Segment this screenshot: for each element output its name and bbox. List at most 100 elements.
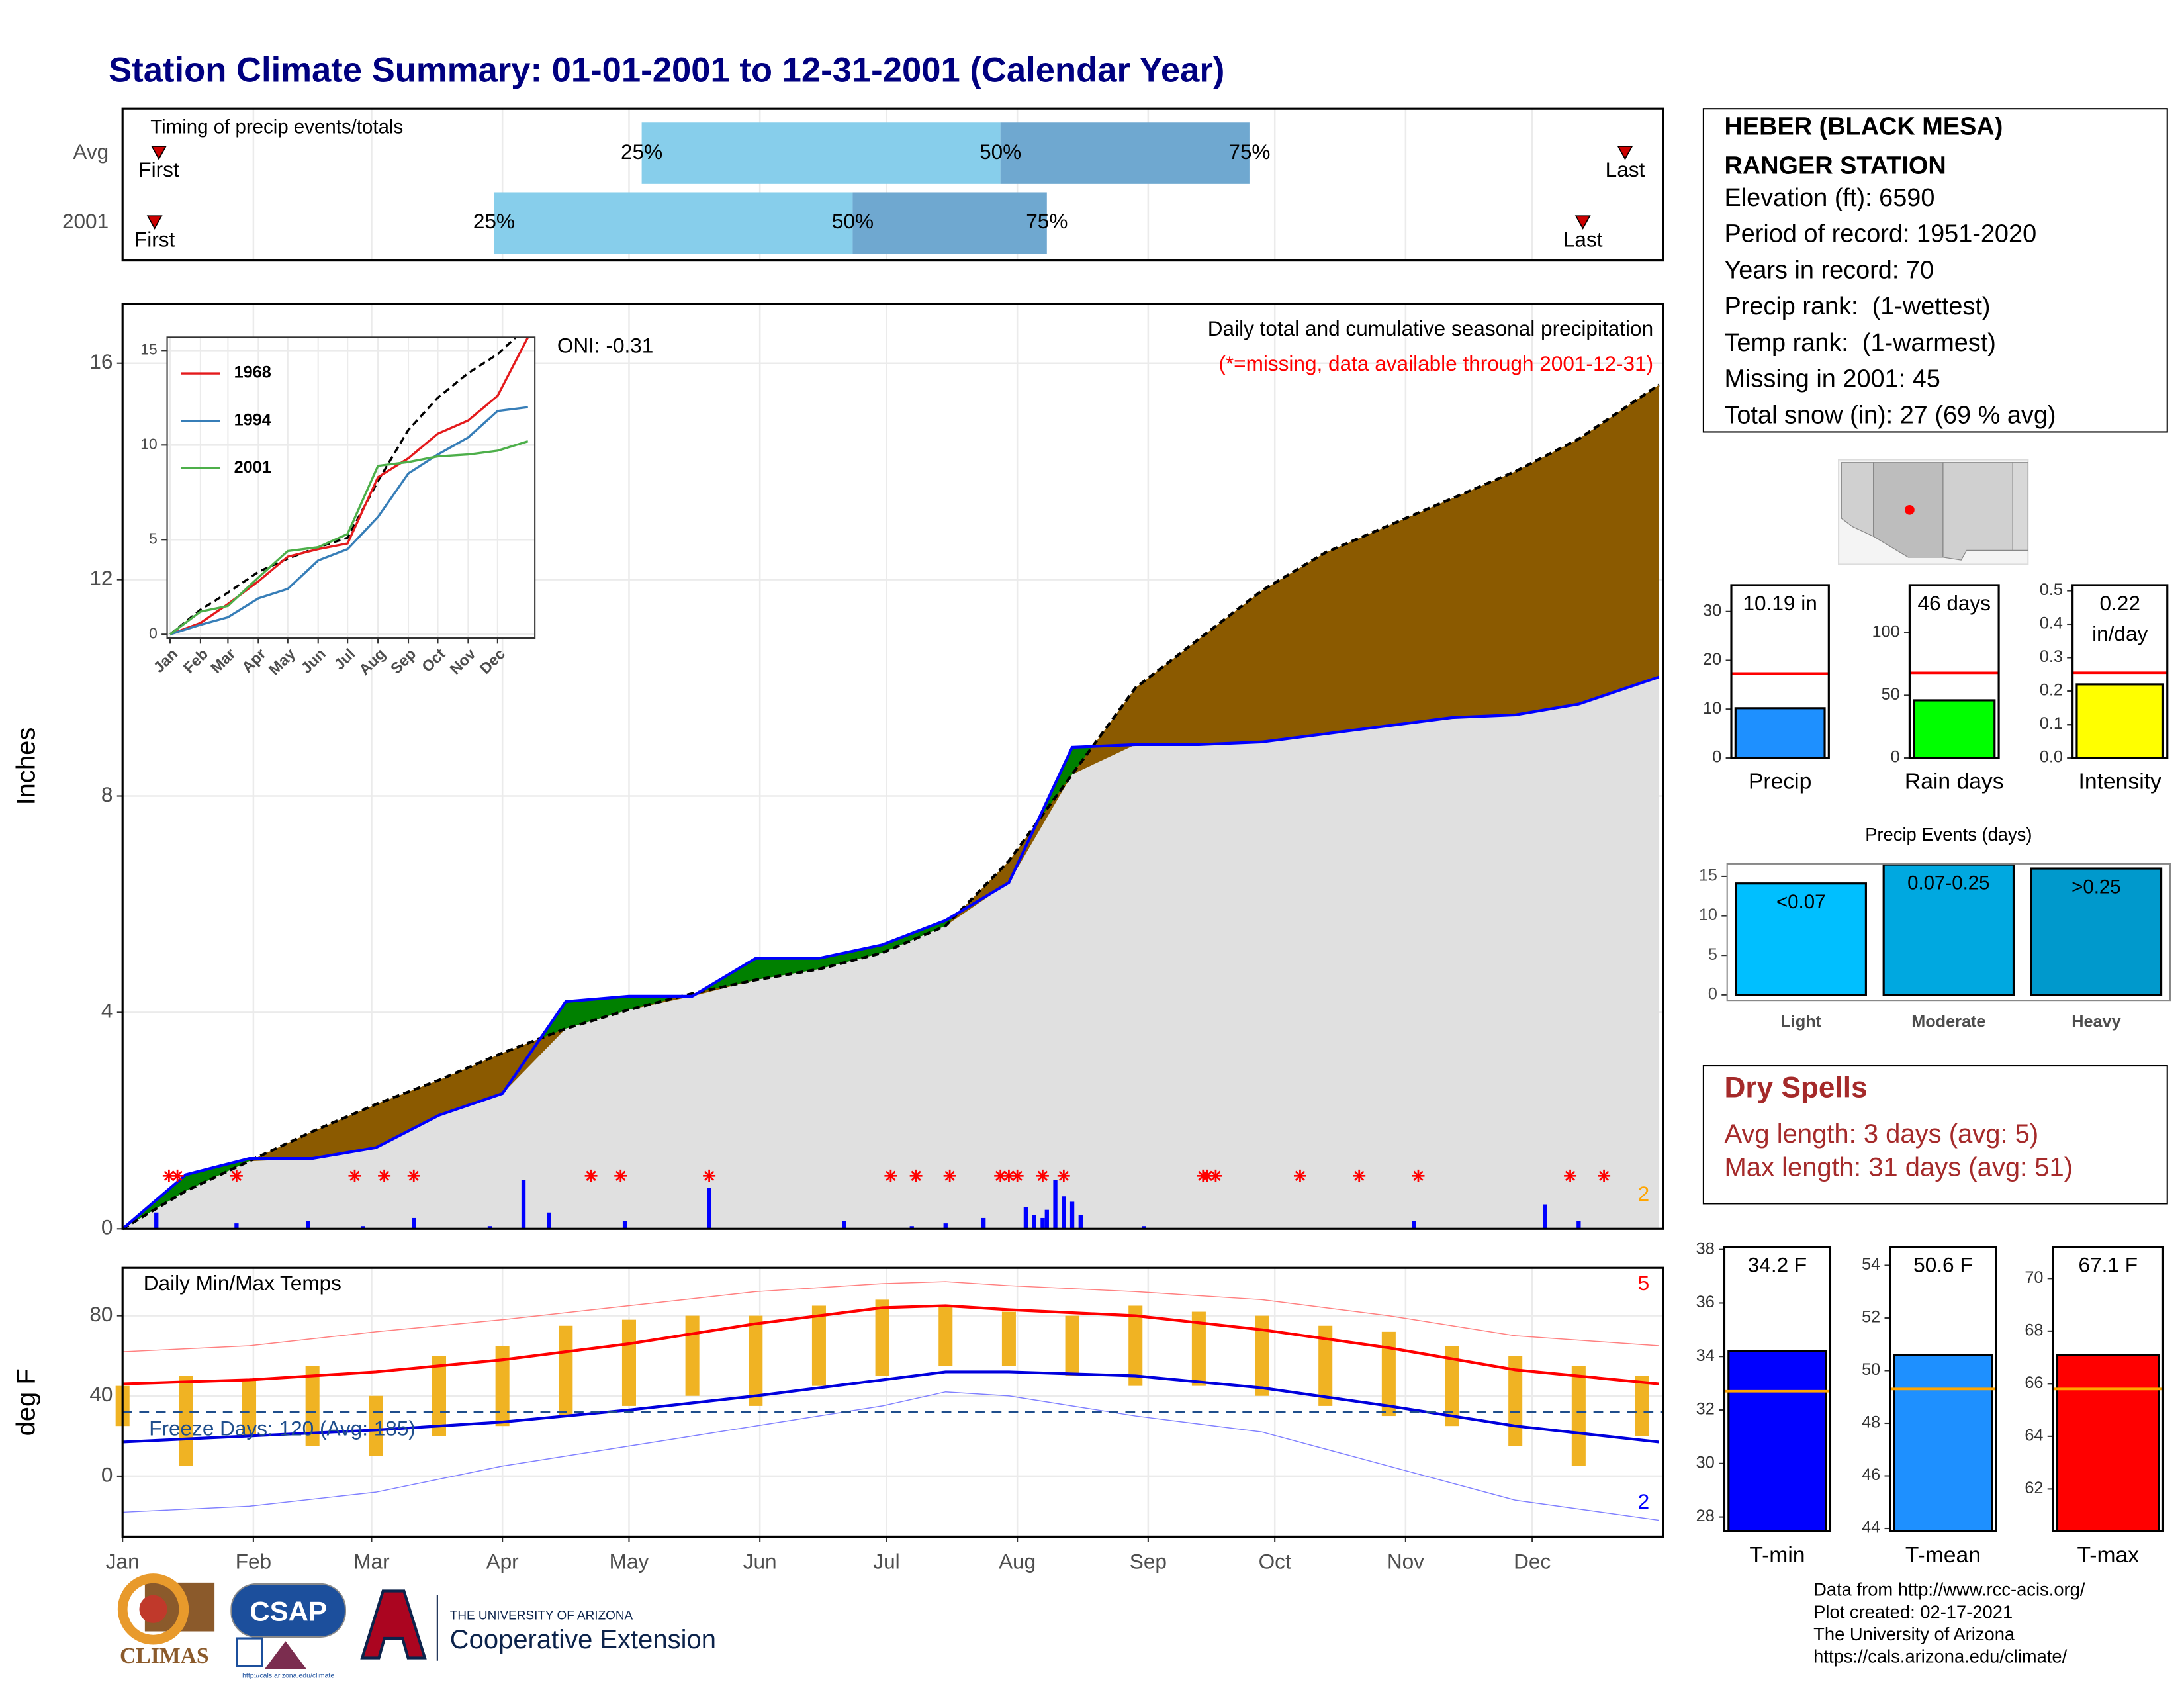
- daily-bar: [943, 1223, 948, 1229]
- y-tick-label: 20: [1703, 650, 1721, 669]
- y-tick-label: 48: [1862, 1413, 1880, 1432]
- missing-marker: [407, 1169, 420, 1182]
- missing-marker: [1353, 1169, 1366, 1182]
- daily-bar: [1069, 1201, 1075, 1229]
- bar: [2056, 1354, 2160, 1532]
- legend-label: 1994: [234, 410, 271, 429]
- logo-text: Cooperative Extension: [450, 1625, 716, 1654]
- dry-spells-line: Avg length: 3 days (avg: 5): [1724, 1119, 2038, 1149]
- daily-bar: [1412, 1221, 1416, 1229]
- y-tick-label: 15: [1699, 867, 1717, 885]
- value-label-box: 67.1 F: [2079, 1254, 2138, 1278]
- info-line: Temp rank: (1-warmest): [1724, 329, 1995, 357]
- annotation: ONI: -0.31: [557, 333, 654, 357]
- plot-frame: [2071, 584, 2169, 759]
- temperature-line: [122, 1391, 1659, 1521]
- y-tick-label: 0.1: [2040, 714, 2063, 733]
- daily-bar: [1142, 1226, 1146, 1229]
- missing-marker: [884, 1169, 897, 1182]
- daily-range-bar: [1508, 1356, 1523, 1446]
- chart-title: Daily Min/Max Temps: [144, 1271, 341, 1295]
- quartile-label: 50%: [979, 140, 1021, 164]
- missing-marker: [703, 1169, 716, 1182]
- y-tick-label: 15: [140, 340, 158, 357]
- daily-bar: [154, 1212, 159, 1229]
- daily-range-bar: [938, 1305, 953, 1366]
- y-tick-label: 5: [149, 530, 158, 547]
- y-tick-label: 8: [101, 782, 113, 806]
- missing-marker: [1209, 1169, 1222, 1182]
- series-line: [169, 406, 528, 635]
- y-tick-label: 36: [1696, 1293, 1715, 1311]
- station-name: HEBER (BLACK MESA): [1724, 113, 2003, 141]
- plot-frame: [166, 336, 536, 639]
- bar: [1734, 707, 1826, 759]
- plot-frame: [2052, 1246, 2165, 1532]
- missing-marker: [1057, 1169, 1070, 1182]
- quartile-label: 75%: [1228, 140, 1270, 164]
- daily-bar: [361, 1226, 365, 1229]
- missing-marker: [584, 1169, 598, 1182]
- quartile-bar: [494, 192, 853, 254]
- daily-range-bar: [1381, 1331, 1396, 1417]
- value-label-box: 46 days: [1917, 592, 1991, 616]
- x-tick-label: Light: [1780, 1012, 1821, 1031]
- missing-marker: [230, 1169, 243, 1182]
- value-label: 50.6 F: [1913, 1254, 1973, 1278]
- daily-range-bar: [1001, 1311, 1016, 1366]
- value-label-box: 0.22 in/day: [2092, 592, 2148, 646]
- y-tick-label: 2001: [62, 209, 109, 233]
- y-tick-label: 10: [140, 435, 158, 452]
- x-tick-label: T-min: [1749, 1543, 1805, 1568]
- bar-label: 0.07-0.25: [1907, 872, 1989, 894]
- plot-background: [167, 337, 535, 638]
- plot-frame: [121, 107, 1664, 262]
- logo-shape: [117, 1573, 189, 1645]
- y-tick-label: 50: [1862, 1360, 1880, 1379]
- y-tick-label: 32: [1696, 1400, 1715, 1419]
- event-label: First: [134, 227, 175, 251]
- y-tick-label: 62: [2025, 1479, 2043, 1497]
- y-tick-label: 70: [2025, 1268, 2043, 1287]
- common-area: [122, 677, 1659, 1229]
- missing-marker: [1598, 1169, 1611, 1182]
- y-tick-label: 54: [1862, 1255, 1880, 1274]
- page-title: Station Climate Summary: 01-01-2001 to 1…: [109, 50, 1224, 89]
- footer-line: https://cals.arizona.edu/climate/: [1813, 1646, 2067, 1667]
- plot-frame: [1723, 1246, 1832, 1532]
- x-tick-label: Aug: [999, 1550, 1036, 1573]
- daily-range-bar: [1128, 1305, 1143, 1386]
- info-line: Years in record: 70: [1724, 256, 1934, 284]
- value-label-box: 10.19 in: [1743, 592, 1817, 616]
- daily-bar: [1053, 1180, 1058, 1229]
- daily-range-bar: [495, 1346, 510, 1427]
- arizona-logo: THE UNIVERSITY OF ARIZONA Cooperative Ex…: [360, 1589, 716, 1661]
- temperature-line: [122, 1304, 1659, 1385]
- bar-label: >0.25: [2071, 876, 2121, 898]
- daily-range-bar: [811, 1305, 826, 1386]
- x-tick-label: Heavy: [2071, 1012, 2120, 1031]
- map-state: [2012, 462, 2028, 551]
- event-marker: [151, 146, 167, 160]
- x-tick-label: Dec: [1514, 1550, 1551, 1573]
- quartile-label: 25%: [621, 140, 662, 164]
- missing-marker: [1011, 1169, 1024, 1182]
- missing-marker: [378, 1169, 391, 1182]
- missing-marker: [1201, 1169, 1214, 1182]
- y-tick-label: 64: [2025, 1427, 2043, 1445]
- daily-bar: [412, 1217, 416, 1229]
- y-tick-label: 0: [1712, 748, 1721, 767]
- annotation: Freeze Days: 120 (Avg: 185): [149, 1417, 416, 1440]
- x-tick-label: Mar: [353, 1550, 389, 1573]
- daily-range-bar: [685, 1315, 700, 1396]
- plot-frame: [1908, 584, 2000, 759]
- y-tick-label: 46: [1862, 1466, 1880, 1484]
- y-tick-label: 52: [1862, 1308, 1880, 1327]
- series-line: [169, 440, 529, 635]
- chart-title: Daily total and cumulative seasonal prec…: [1208, 316, 1653, 340]
- logo-shape: [139, 1595, 167, 1623]
- quartile-label: 75%: [1026, 209, 1068, 233]
- map-state: [1942, 462, 2013, 561]
- x-tick-label: Intensity: [2079, 770, 2162, 794]
